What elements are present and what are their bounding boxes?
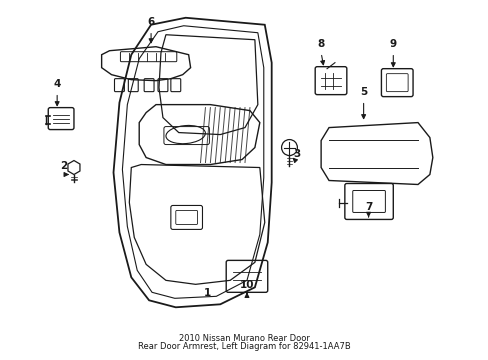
Text: 2010 Nissan Murano Rear Door: 2010 Nissan Murano Rear Door (178, 334, 309, 343)
Text: 7: 7 (364, 202, 371, 212)
Text: Rear Door Armrest, Left Diagram for 82941-1AA7B: Rear Door Armrest, Left Diagram for 8294… (137, 342, 350, 351)
Text: 2: 2 (61, 161, 67, 171)
Text: 8: 8 (317, 39, 324, 49)
Text: 4: 4 (53, 78, 61, 89)
Text: 1: 1 (203, 288, 211, 298)
Text: 5: 5 (359, 87, 366, 96)
Text: 6: 6 (147, 17, 154, 27)
Text: 9: 9 (389, 39, 396, 49)
Text: 3: 3 (293, 149, 301, 158)
Text: 10: 10 (239, 280, 254, 290)
